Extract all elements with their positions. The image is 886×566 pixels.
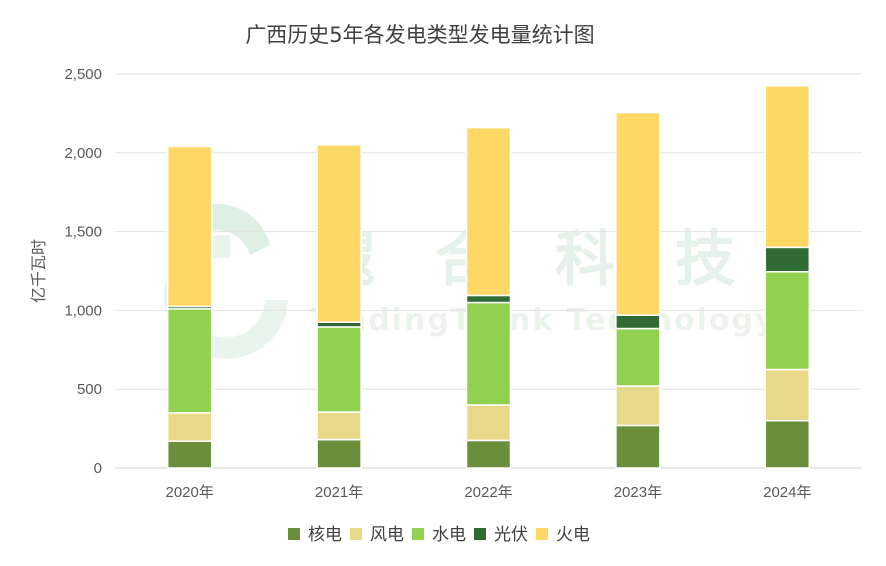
y-tick-label: 2,500 <box>64 66 102 83</box>
bar-segment-火电 <box>316 144 362 323</box>
legend: 核电 风电 水电 光伏 火电 <box>288 525 590 545</box>
bar-segment-水电 <box>615 327 661 387</box>
bar-segment-光伏 <box>764 246 811 273</box>
bar-segment-风电 <box>166 412 213 442</box>
legend-swatch <box>288 528 300 540</box>
legend-swatch <box>536 528 548 540</box>
legend-item: 水电 <box>412 525 466 545</box>
legend-item: 风电 <box>350 525 404 545</box>
bar-segment-光伏 <box>465 294 512 304</box>
legend-label: 水电 <box>432 525 466 545</box>
watermark: 飕合科技 TradingThink Technology <box>164 203 795 359</box>
legend-item: 火电 <box>536 525 590 545</box>
y-tick-label: 1,500 <box>64 224 102 241</box>
bar-segment-水电 <box>166 308 213 414</box>
bar-segment-水电 <box>465 301 512 406</box>
x-tick-label: 2022年 <box>464 484 512 501</box>
y-tick-label: 500 <box>77 381 102 398</box>
bar-segment-风电 <box>465 404 512 442</box>
bar-segment-核电 <box>764 419 811 469</box>
y-axis-label: 亿千瓦时 <box>29 239 48 303</box>
bar-segment-光伏 <box>615 314 661 330</box>
legend-swatch <box>412 528 424 540</box>
company-logo-icon <box>9 540 34 558</box>
bar-stack-2 <box>316 144 362 469</box>
bar-segment-火电 <box>465 126 512 297</box>
legend-label: 核电 <box>308 525 342 545</box>
corner-badge: 大数跨境 <box>9 540 100 559</box>
legend-label: 光伏 <box>494 525 528 545</box>
legend-item: 光伏 <box>474 525 528 545</box>
bar-stack-4 <box>615 111 661 469</box>
legend-label: 火电 <box>556 525 590 545</box>
watermark-english-text: TradingThink Technology <box>310 303 777 338</box>
bar-segment-火电 <box>764 85 811 249</box>
bar-stack-3 <box>465 126 512 469</box>
bar-segment-水电 <box>316 326 362 413</box>
bar-segment-火电 <box>615 111 661 316</box>
x-tick-label: 2024年 <box>763 484 811 501</box>
x-tick-label: 2020年 <box>166 484 214 501</box>
legend-swatch <box>474 528 486 540</box>
watermark-chinese-text: 飕合科技 <box>315 225 795 295</box>
y-axis-ticks: 0 500 1,000 1,500 2,000 2,500 <box>64 66 102 477</box>
bar-segment-核电 <box>465 439 512 469</box>
bar-segment-火电 <box>166 145 213 308</box>
bar-segment-核电 <box>615 424 661 469</box>
bar-stack-1 <box>166 145 213 469</box>
y-tick-label: 0 <box>94 460 102 477</box>
bar-segment-风电 <box>615 385 661 427</box>
bar-segment-核电 <box>166 440 213 469</box>
bar-groups <box>166 85 811 469</box>
bar-segment-风电 <box>316 411 362 441</box>
legend-item: 核电 <box>288 525 342 545</box>
y-tick-label: 1,000 <box>64 302 102 319</box>
corner-badge-text: 大数跨境 <box>40 541 100 559</box>
bar-segment-风电 <box>764 368 811 422</box>
legend-label: 风电 <box>370 525 404 545</box>
x-axis-ticks: 2020年 2021年 2022年 2023年 2024年 <box>166 484 812 501</box>
legend-swatch <box>350 528 362 540</box>
x-tick-label: 2023年 <box>614 484 662 501</box>
bar-stack-5 <box>764 85 811 469</box>
bar-segment-核电 <box>316 438 362 469</box>
bar-segment-水电 <box>764 271 811 371</box>
x-tick-label: 2021年 <box>315 484 363 501</box>
y-tick-label: 2,000 <box>64 145 102 162</box>
chart-title: 广西历史5年各发电类型发电量统计图 <box>245 23 594 47</box>
